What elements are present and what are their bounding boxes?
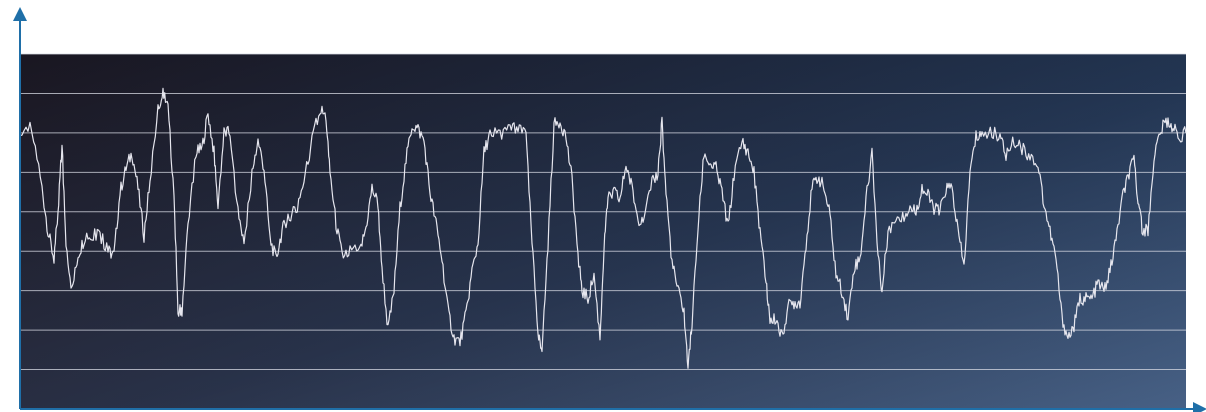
series-line	[19, 87, 1187, 369]
series-group	[19, 87, 1187, 369]
plot-background-tint	[20, 54, 1186, 409]
